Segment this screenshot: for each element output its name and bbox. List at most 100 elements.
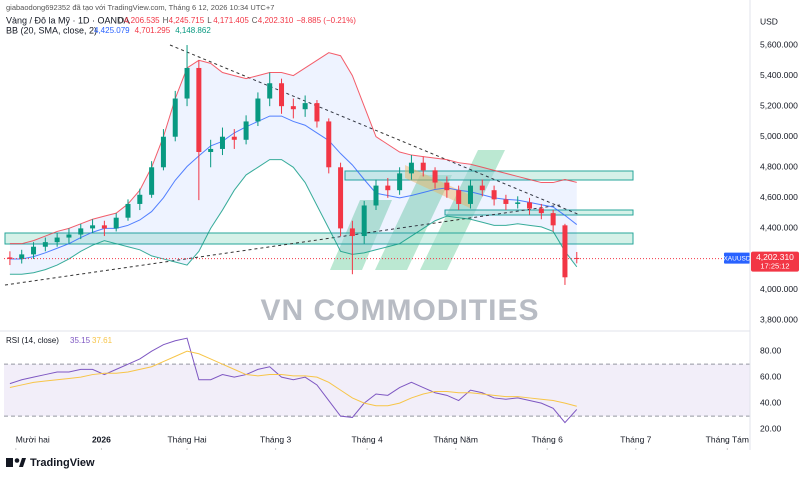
last-price-label: 4,202.310 bbox=[756, 252, 794, 262]
x-tick-label: Tháng 4 bbox=[352, 434, 383, 444]
x-tick-label: Tháng 3 bbox=[260, 434, 291, 444]
candle-body bbox=[515, 202, 521, 204]
x-tick-label: Tháng Năm bbox=[434, 434, 478, 444]
candle-body bbox=[574, 257, 580, 259]
ohlc-value: 4,202.310 bbox=[258, 16, 294, 25]
candle-body bbox=[90, 225, 96, 229]
candle-body bbox=[219, 136, 225, 149]
candle-body bbox=[125, 203, 131, 218]
candle-body bbox=[456, 190, 462, 204]
plot: 3,800.0004,000.0004,200.0004,400.0004,60… bbox=[4, 39, 799, 450]
arrow-zone bbox=[405, 165, 470, 208]
candle-body bbox=[314, 103, 320, 122]
bb-legend-value: 4,701.295 bbox=[135, 26, 171, 35]
candle-body bbox=[31, 246, 37, 255]
candle-body bbox=[231, 136, 237, 140]
rsi-ma-value: 37.61 bbox=[92, 336, 113, 345]
ohlc-key: H bbox=[163, 16, 169, 25]
x-tick-label: Tháng 6 bbox=[532, 434, 563, 444]
last-price-box bbox=[751, 251, 799, 272]
candle-body bbox=[208, 148, 214, 152]
candle-body bbox=[432, 170, 438, 183]
candle-body bbox=[349, 228, 355, 237]
ohlc-key: O bbox=[118, 16, 124, 25]
candle-body bbox=[42, 242, 48, 247]
candle-body bbox=[137, 194, 143, 204]
symbol-tag: XAUUSD bbox=[723, 255, 750, 262]
x-tick-label: Mười hai bbox=[16, 434, 50, 444]
candle-body bbox=[538, 208, 544, 214]
rsi-line bbox=[9, 337, 578, 424]
candle-body bbox=[373, 185, 379, 206]
y-tick-label: 5,400.000 bbox=[760, 70, 798, 80]
watermark: VN COMMODITIES bbox=[260, 294, 539, 327]
currency: USD bbox=[760, 16, 778, 26]
bb-legend-name: BB (20, SMA, close, 2) bbox=[6, 25, 97, 35]
candle-body bbox=[113, 217, 119, 229]
candle-body bbox=[7, 257, 13, 259]
ohlc-key: C bbox=[252, 16, 258, 25]
candle-body bbox=[444, 182, 450, 191]
x-tick-label: 2026 bbox=[92, 434, 111, 444]
candle-body bbox=[279, 83, 285, 107]
y-tick-label: 60.00 bbox=[760, 371, 782, 381]
x-tick-label: Tháng Hai bbox=[167, 434, 206, 444]
candle-body bbox=[290, 106, 296, 110]
candle-body bbox=[397, 173, 403, 191]
symbol: Vàng / Đô la Mỹ · 1D · OANDA bbox=[6, 15, 130, 25]
ohlc-value: 4,171.405 bbox=[213, 16, 249, 25]
candle-body bbox=[267, 83, 273, 99]
y-tick-label: 80.00 bbox=[760, 345, 782, 355]
y-tick-label: 5,200.000 bbox=[760, 100, 798, 110]
y-tick-label: 3,800.000 bbox=[760, 314, 798, 324]
candle-body bbox=[243, 121, 249, 140]
x-tick-label: Tháng Tám bbox=[706, 434, 749, 444]
candle-body bbox=[54, 237, 60, 243]
rsi-line bbox=[9, 350, 577, 407]
candle-body bbox=[385, 185, 391, 191]
footer-logo bbox=[6, 458, 26, 467]
candle-body bbox=[408, 162, 414, 174]
candle-body bbox=[338, 167, 344, 229]
candle-body bbox=[420, 162, 426, 171]
candle-body bbox=[467, 185, 473, 204]
candle-body bbox=[491, 190, 497, 200]
candle-body bbox=[172, 98, 178, 137]
y-tick-label: 5,600.000 bbox=[760, 39, 798, 49]
trend-line bbox=[169, 44, 581, 216]
rsi-band bbox=[4, 364, 750, 417]
candle-body bbox=[326, 121, 332, 168]
rsi-title: RSI (14, close) bbox=[6, 336, 59, 345]
y-tick-label: 40.00 bbox=[760, 397, 782, 407]
bb-lower bbox=[9, 159, 578, 275]
ohlc-value: 4,206.535 bbox=[124, 16, 160, 25]
x-tick-label: Tháng 7 bbox=[620, 434, 651, 444]
attribution: giabaodong692352 đã tạo với TradingView.… bbox=[6, 3, 274, 12]
y-tick-label: 20.00 bbox=[760, 423, 782, 433]
countdown: 17:25:12 bbox=[760, 262, 789, 271]
y-tick-label: 4,000.000 bbox=[760, 284, 798, 294]
candle-body bbox=[562, 225, 568, 278]
ohlc-key: L bbox=[207, 16, 212, 25]
symbol-tag-box bbox=[724, 252, 750, 264]
candle-body bbox=[19, 254, 25, 259]
zone bbox=[344, 170, 634, 181]
footer-brand: TradingView bbox=[30, 457, 95, 469]
y-tick-label: 4,600.000 bbox=[760, 192, 798, 202]
candle-body bbox=[196, 67, 202, 152]
candle-body bbox=[302, 103, 308, 110]
bb-legend-value: 4,425.079 bbox=[94, 26, 130, 35]
ohlc-value: 4,245.715 bbox=[169, 16, 205, 25]
candle-body bbox=[550, 213, 556, 226]
candle-body bbox=[160, 136, 166, 168]
candle-body bbox=[255, 98, 261, 122]
candle-body bbox=[503, 199, 509, 204]
y-tick-label: 5,000.000 bbox=[760, 131, 798, 141]
change: −8.885 (−0.21%) bbox=[296, 16, 356, 25]
rsi-value: 35.15 bbox=[70, 336, 91, 345]
candle-body bbox=[361, 205, 367, 237]
candle-body bbox=[149, 167, 155, 195]
zone bbox=[4, 232, 634, 245]
bb-legend-value: 4,148.862 bbox=[175, 26, 211, 35]
